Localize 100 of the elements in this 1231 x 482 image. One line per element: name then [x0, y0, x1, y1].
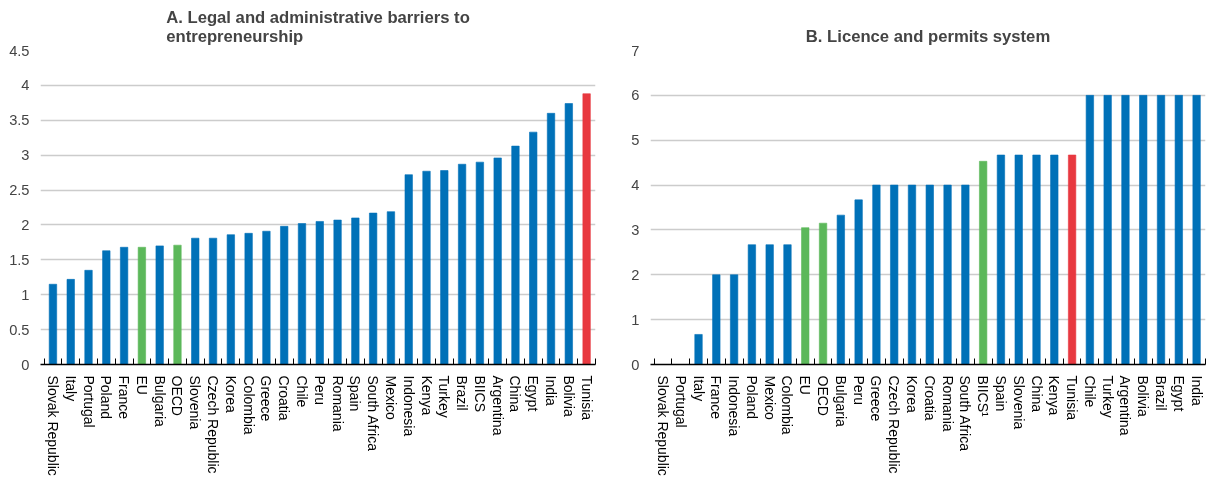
bar [1085, 95, 1094, 365]
x-tick-label: Italy [62, 375, 79, 402]
x-tick-label: Colombia [240, 375, 257, 435]
x-tick-label: Greece [868, 375, 885, 422]
bar [191, 237, 200, 365]
bar [854, 199, 863, 365]
bar [872, 184, 881, 365]
x-tick-label: Brazil [1153, 375, 1170, 411]
x-tick-label: Mexico [761, 375, 778, 421]
bar [351, 217, 360, 365]
x-tick-label: Slovenia [1010, 375, 1027, 430]
x-tick-label: Romania [329, 375, 346, 432]
bar [1156, 95, 1166, 365]
bar [996, 154, 1005, 365]
bar [209, 237, 218, 365]
x-tick-label: Korea [903, 375, 920, 414]
bar [1192, 95, 1201, 365]
x-tick-label: Bulgaria [151, 375, 168, 428]
bar [712, 274, 721, 365]
bar [1103, 95, 1112, 365]
x-tick-label: India [1188, 375, 1205, 407]
y-tick-label: 5 [631, 132, 640, 149]
bar [819, 222, 828, 365]
x-tick-label: South Africa [365, 375, 382, 452]
bar [890, 184, 899, 365]
bar [440, 170, 449, 365]
x-tick-label: France [708, 375, 725, 420]
x-tick-label: Mexico [382, 375, 399, 421]
bar [1139, 95, 1148, 365]
x-tick-label: Bulgaria [832, 375, 849, 428]
x-tick-label: Romania [939, 375, 956, 432]
x-tick-label: France [116, 375, 133, 420]
bar [297, 223, 307, 365]
x-tick-label: Spain [347, 375, 364, 412]
x-tick-label: Croatia [921, 375, 938, 421]
bar [1068, 154, 1077, 365]
bar [907, 184, 917, 365]
bar [979, 161, 988, 365]
y-tick-label: 0.5 [9, 321, 30, 338]
y-tick-label: 0 [21, 356, 30, 373]
bar [369, 212, 378, 365]
x-tick-label: Poland [98, 375, 115, 420]
x-tick-label: Tunisia [578, 375, 595, 421]
x-tick-label: Czech Republic [205, 375, 222, 474]
x-tick-label: OECD [169, 375, 186, 416]
bar [226, 234, 235, 365]
bar [333, 219, 342, 365]
x-tick-label: Czech Republic [886, 375, 903, 474]
x-tick-label: Slovak Republic [44, 375, 61, 476]
x-tick-label: Tunisia [1064, 375, 1081, 421]
bar [386, 211, 395, 365]
x-tick-label: Egypt [1170, 375, 1187, 412]
bar [511, 145, 520, 365]
x-tick-label: Brazil [454, 375, 471, 411]
x-tick-label: Colombia [779, 375, 796, 435]
bar [458, 163, 467, 365]
y-tick-label: 1 [21, 286, 30, 303]
y-tick-label: 3.5 [9, 112, 30, 129]
bar [315, 221, 324, 365]
bar [1014, 154, 1023, 365]
x-tick-label: India [543, 375, 560, 407]
bar [280, 226, 289, 365]
y-tick-label: 4 [21, 77, 30, 94]
x-tick-label: Argentina [489, 375, 506, 436]
x-tick-label: Kenya [1046, 375, 1063, 416]
bar [120, 246, 129, 365]
y-tick-label: 1 [631, 311, 640, 328]
bar [961, 184, 970, 365]
x-tick-label: South Africa [957, 375, 974, 452]
x-tick-label: Bolivia [1135, 375, 1152, 417]
y-tick-label: 4.5 [9, 42, 30, 59]
x-tick-label: Chile [293, 375, 310, 408]
bar [66, 279, 75, 365]
bar [582, 93, 591, 365]
bar [564, 103, 573, 365]
y-tick-label: 3 [21, 147, 30, 164]
x-tick-label: Portugal [80, 375, 97, 428]
bar [475, 161, 484, 365]
bar [102, 250, 111, 365]
bar [529, 131, 538, 365]
x-tick-label: Bolivia [560, 375, 577, 417]
y-tick-label: 2.5 [9, 182, 30, 199]
x-tick-label: Turkey [1099, 375, 1116, 418]
y-tick-label: 7 [631, 42, 640, 59]
x-tick-label: Slovak Republic [654, 375, 671, 476]
bar [765, 244, 774, 365]
x-tick-label: OECD [815, 375, 832, 416]
bar [84, 270, 93, 365]
bar [694, 334, 703, 365]
x-tick-label: Chile [1081, 375, 1098, 408]
bar [801, 227, 810, 365]
bar [1174, 95, 1183, 365]
bar [422, 170, 431, 365]
x-tick-label: Poland [743, 375, 760, 420]
x-tick-label: China [507, 375, 524, 413]
bar [546, 113, 556, 365]
x-tick-label: Spain [992, 375, 1009, 412]
x-tick-label: EU [797, 375, 814, 395]
x-tick-label: Peru [311, 375, 328, 406]
x-tick-label: Slovenia [187, 375, 204, 430]
